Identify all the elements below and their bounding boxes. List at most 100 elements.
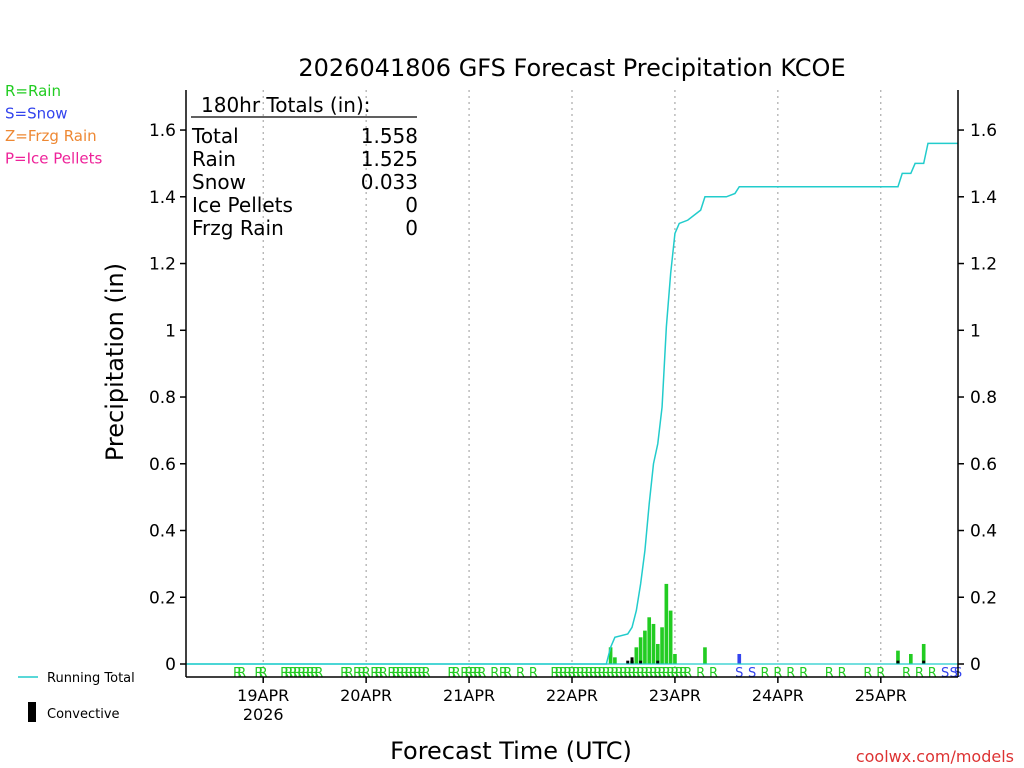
y-tick-label-left-0: 0 (165, 655, 176, 675)
precip-bar-rain-5 (643, 630, 647, 664)
type-code-42: R (550, 666, 559, 681)
legend-type-0: R=Rain (5, 82, 61, 100)
day-grid (262, 90, 882, 677)
type-code-70: R (670, 666, 679, 681)
x-tick-label-1: 20APR (340, 686, 392, 705)
precip-bar-rain-0 (608, 647, 613, 664)
y-tick-label-right-5: 1 (970, 321, 981, 341)
type-code-87: R (915, 666, 924, 681)
type-code-55: R (606, 666, 615, 681)
precip-bar-rain-14 (896, 650, 900, 664)
type-code-47: R (572, 666, 581, 681)
type-code-49: R (580, 666, 589, 681)
legend-type-3: P=Ice Pellets (5, 150, 102, 168)
totals-value-3: 0 (405, 193, 418, 217)
type-code-15: R (353, 666, 362, 681)
type-code-48: R (576, 666, 585, 681)
type-code-86: R (902, 666, 911, 681)
type-code-57: R (615, 666, 624, 681)
x-axis: 19APR 20APR 21APR 22APR 23APR 24APR 25APR 2026 (237, 677, 907, 724)
y-tick-label-right-6: 1.2 (970, 255, 997, 275)
type-code-52: R (593, 666, 602, 681)
type-code-17: R (362, 666, 371, 681)
type-code-71: R (675, 666, 684, 681)
totals-value-2: 0.033 (361, 170, 418, 194)
type-code-63: R (640, 666, 649, 681)
type-code-82: R (825, 666, 834, 681)
precip-bar-rain-11 (668, 610, 673, 664)
type-code-28: R (417, 666, 426, 681)
hourly-precip-bars (608, 583, 926, 664)
precip-bar-rain-9 (660, 627, 664, 664)
type-code-20: R (379, 666, 388, 681)
type-code-85: R (876, 666, 885, 681)
type-code-16: R (357, 666, 366, 681)
type-code-73: R (683, 666, 692, 681)
totals-label-0: Total (191, 124, 239, 148)
precip-bar-rain-4 (638, 637, 643, 664)
precip-bar-rain-16 (921, 643, 926, 664)
type-code-41: R (529, 666, 538, 681)
type-code-39: R (503, 666, 512, 681)
x-tick-label-3: 22APR (546, 686, 598, 705)
type-code-32: R (460, 666, 469, 681)
type-code-18: R (370, 666, 379, 681)
x-axis-title: Forecast Time (UTC) (390, 737, 632, 765)
type-code-69: R (666, 666, 675, 681)
type-code-79: R (773, 666, 782, 681)
legend-type-2: Z=Frzg Rain (5, 127, 97, 145)
type-code-68: R (662, 666, 671, 681)
type-code-21: R (387, 666, 396, 681)
type-code-74: R (696, 666, 705, 681)
type-code-58: R (619, 666, 628, 681)
convective-bar-3 (656, 660, 660, 664)
y-tick-label-right-7: 1.4 (970, 188, 997, 208)
type-code-3: R (259, 666, 268, 681)
x-year-label: 2026 (243, 705, 284, 724)
y-axis-right: 0 0.2 0.4 0.6 0.8 1 1.2 1.4 1.6 (958, 121, 997, 675)
type-code-78: R (760, 666, 769, 681)
running-total-series (186, 142, 958, 665)
type-code-6: R (289, 666, 298, 681)
type-code-75: R (709, 666, 718, 681)
type-code-45: R (563, 666, 572, 681)
type-code-29: R (422, 666, 431, 681)
legend-convective-label: Convective (47, 707, 120, 722)
y-tick-label-left-6: 1.2 (149, 255, 176, 275)
x-tick-label-0: 19APR (237, 686, 289, 705)
totals-label-2: Snow (192, 170, 246, 194)
credit-text: coolwx.com/models (856, 747, 1014, 766)
type-code-60: R (628, 666, 637, 681)
totals-box: 180hr Totals (in): Total 1.558 Rain 1.525 Sno… (191, 93, 418, 240)
type-code-54: R (602, 666, 611, 681)
type-code-23: R (396, 666, 405, 681)
type-code-13: R (340, 666, 349, 681)
type-code-22: R (392, 666, 401, 681)
type-code-7: R (293, 666, 302, 681)
y-tick-label-left-8: 1.6 (149, 121, 176, 141)
y-tick-label-left-4: 0.8 (149, 388, 176, 408)
type-code-59: R (623, 666, 632, 681)
type-code-1: R (237, 666, 246, 681)
type-code-53: R (597, 666, 606, 681)
totals-label-4: Frzg Rain (192, 216, 284, 240)
type-code-44: R (559, 666, 568, 681)
x-tick-label-6: 25APR (855, 686, 907, 705)
totals-label-1: Rain (192, 147, 236, 171)
y-tick-label-right-0: 0 (970, 655, 981, 675)
precip-bar-rain-3 (634, 647, 639, 664)
convective-bar-1 (630, 657, 634, 664)
type-code-89: S (941, 666, 949, 681)
type-code-67: R (658, 666, 667, 681)
y-tick-label-right-4: 0.8 (970, 388, 997, 408)
running-total-line (186, 142, 958, 665)
precip-bar-rain-15 (908, 653, 913, 664)
type-code-40: R (516, 666, 525, 681)
y-tick-label-left-2: 0.4 (149, 522, 176, 542)
y-axis-title: Precipitation (in) (101, 263, 129, 461)
type-code-36: R (477, 666, 486, 681)
precip-bar-rain-8 (655, 643, 660, 664)
type-code-24: R (400, 666, 409, 681)
